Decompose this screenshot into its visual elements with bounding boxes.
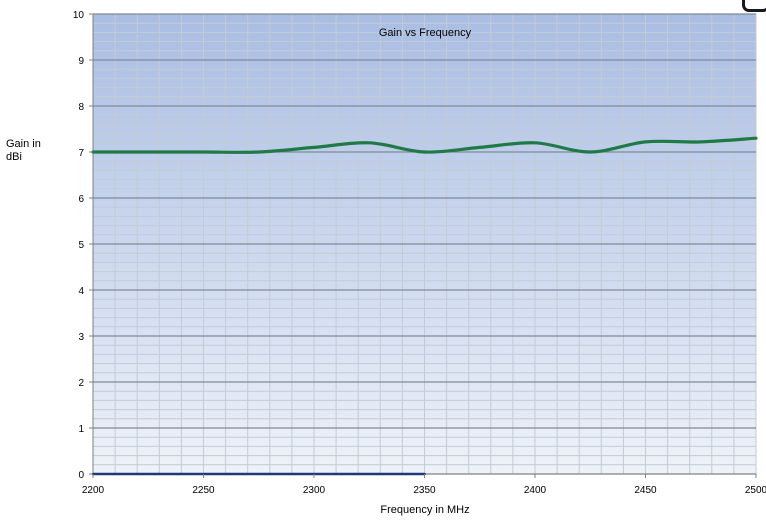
x-tick-label: 2450 (634, 485, 657, 496)
y-tick-label: 7 (78, 148, 84, 159)
x-axis-label: Frequency in MHz (380, 504, 469, 516)
y-tick-label: 10 (73, 10, 85, 21)
y-tick-label: 8 (78, 102, 84, 113)
corner-logo-mark (742, 0, 766, 12)
x-tick-labels: 2200 2250 2300 2350 2400 2450 2500 (82, 474, 766, 496)
y-tick-labels: 0 1 2 3 4 5 6 7 8 9 10 (73, 10, 93, 481)
y-tick-label: 4 (78, 286, 84, 297)
chart-title: Gain vs Frequency (379, 27, 472, 39)
y-tick-label: 3 (78, 332, 84, 343)
series-layer (91, 136, 758, 476)
x-tick-label: 2200 (82, 485, 105, 496)
y-tick-label: 0 (78, 470, 84, 481)
x-tick-label: 2250 (192, 485, 215, 496)
y-tick-label: 5 (78, 240, 84, 251)
y-tick-label: 6 (78, 194, 84, 205)
y-axis-label-line-2: dBi (6, 151, 22, 163)
x-tick-label: 2350 (413, 485, 436, 496)
series-line-1 (91, 136, 758, 154)
y-axis-label: Gain in dBi (6, 138, 66, 164)
y-tick-label: 9 (78, 56, 84, 67)
x-tick-label: 2500 (745, 485, 766, 496)
x-tick-label: 2400 (524, 485, 547, 496)
y-tick-label: 1 (78, 424, 84, 435)
x-tick-label: 2300 (303, 485, 326, 496)
minor-grid (92, 14, 757, 474)
y-axis-label-line-1: Gain in (6, 138, 41, 150)
y-tick-label: 2 (78, 378, 84, 389)
